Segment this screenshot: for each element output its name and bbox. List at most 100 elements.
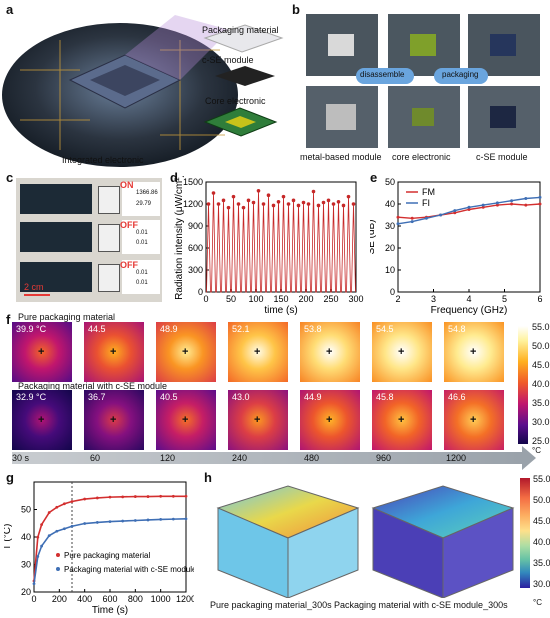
row1-map-4: 53.8 + [300, 322, 360, 382]
crosshair-icon: + [398, 414, 405, 426]
time-label-5: 960 [376, 453, 392, 463]
row2-temp-4: 44.9 [304, 392, 322, 402]
photo-metal-module [306, 86, 378, 148]
x-tick-label: 200 [298, 294, 313, 304]
time-label-4: 480 [304, 453, 320, 463]
crosshair-icon: + [254, 414, 261, 426]
time-arrow-bar [12, 452, 522, 464]
legend-swatch-0 [56, 553, 60, 557]
series-point-1 [47, 534, 51, 538]
series-point-0 [133, 495, 137, 498]
crosshair-icon: + [470, 414, 477, 426]
row2-map-4: 44.9 + [300, 390, 360, 450]
x-tick-label: 800 [128, 594, 143, 604]
photo-cse-top [468, 14, 540, 76]
y-axis-label: Radiation intensity (μW/cm²) [174, 176, 185, 300]
crosshair-icon: + [398, 346, 405, 358]
radiation-peak-point [241, 205, 246, 210]
x-tick-label: 400 [77, 594, 92, 604]
row2-map-6: 46.6 + [444, 390, 504, 450]
series-point-1 [36, 555, 40, 558]
series-point-0 [146, 495, 150, 498]
sim-colorbar-tick-3: 40.0 [533, 537, 550, 547]
x-tick-label: 0 [31, 594, 36, 604]
series-point-FM [538, 202, 542, 206]
series-point-1 [133, 519, 137, 522]
series-point-0 [36, 535, 40, 539]
sim-colorbar-tick-2: 45.0 [533, 516, 550, 526]
series-point-FI [410, 220, 414, 224]
series-point-0 [63, 502, 66, 506]
row2-temp-0: 32.9 °C [16, 392, 47, 402]
caption-cse-module: c-SE module [476, 152, 528, 162]
time-arrow-head [522, 446, 536, 470]
crosshair-icon: + [254, 346, 261, 358]
series-point-0 [159, 494, 163, 498]
series-point-1 [108, 520, 112, 523]
row2-temp-6: 46.6 [448, 392, 466, 402]
series-line-1 [33, 518, 187, 584]
row1-temp-0: 39.9 °C [16, 324, 47, 334]
row1-map-0: 39.9 °C + [12, 322, 72, 382]
x-tick-label: 1000 [151, 594, 171, 604]
row1-map-3: 52.1 + [228, 322, 288, 382]
y-tick-label: 50 [385, 177, 395, 187]
radiation-peak-point [316, 203, 321, 208]
photo-metal-module-top [306, 14, 378, 76]
radiation-peak-point [251, 200, 256, 205]
caption-core-electronic: core electronic [392, 152, 451, 162]
series-point-FI [538, 195, 542, 199]
y-tick-label: 1500 [183, 177, 203, 187]
ir-colorbar-unit: °C [532, 446, 541, 455]
packaging-arrow [434, 68, 488, 84]
panel-h-label: h [204, 470, 212, 485]
packaging-material-layer [203, 24, 284, 53]
x-tick-label: 2 [395, 294, 400, 304]
series-point-FM [481, 205, 485, 209]
series-point-FM [410, 216, 414, 220]
cse-model-left [372, 507, 444, 598]
cse-module-label: c-SE module [202, 55, 254, 65]
y-tick-label: 40 [21, 532, 31, 542]
panel-e-label: e [370, 170, 378, 185]
time-label-2: 120 [160, 453, 176, 463]
state-on: ON [120, 180, 134, 190]
y-tick-label: 10 [385, 265, 395, 275]
x-tick-label: 4 [466, 294, 471, 304]
legend-label-FM: FM [422, 187, 435, 197]
row1-temp-3: 52.1 [232, 324, 250, 334]
y-tick-label: 0 [198, 287, 203, 297]
radiation-peak-point [216, 202, 221, 206]
shielding-effectiveness-chart: 2 3 4 5 6 0 10 20 30 40 50 Frequency (GHz) SE (dB) FM… [370, 177, 543, 316]
y-tick-label: 50 [21, 505, 31, 515]
crosshair-icon: + [38, 414, 45, 426]
core-chip [225, 116, 256, 128]
row1-temp-2: 48.9 [160, 324, 178, 334]
radiation-peak-point [256, 189, 261, 193]
series-point-1 [63, 527, 66, 531]
ir-colorbar [518, 326, 528, 444]
x-tick-label: 250 [323, 294, 338, 304]
panel-g-label: g [6, 470, 14, 485]
series-point-1 [159, 518, 163, 521]
caption-cse-300s: Packaging material with c-SE module_300s [334, 600, 508, 610]
y-tick-label: 300 [188, 265, 203, 275]
series-point-1 [146, 518, 150, 522]
row1-map-2: 48.9 + [156, 322, 216, 382]
y-tick-label: 20 [385, 243, 395, 253]
row1-map-5: 54.5 + [372, 322, 432, 382]
radiation-peak-point [221, 198, 226, 203]
crosshair-icon: + [470, 346, 477, 358]
state-off-2: OFF [120, 260, 138, 270]
series-point-1 [83, 522, 87, 525]
time-label-3: 240 [232, 453, 248, 463]
row1-temp-6: 54.8 [448, 324, 466, 334]
disassemble-arrow [356, 68, 414, 84]
y-axis-label: T (°C) [4, 524, 13, 551]
radiation-peak-point [311, 189, 316, 194]
x-tick-label: 100 [248, 294, 263, 304]
series-point-FM [524, 203, 528, 207]
series-point-1 [32, 582, 36, 586]
radiation-peak-point [346, 194, 351, 199]
radiation-peak-point [206, 202, 211, 206]
